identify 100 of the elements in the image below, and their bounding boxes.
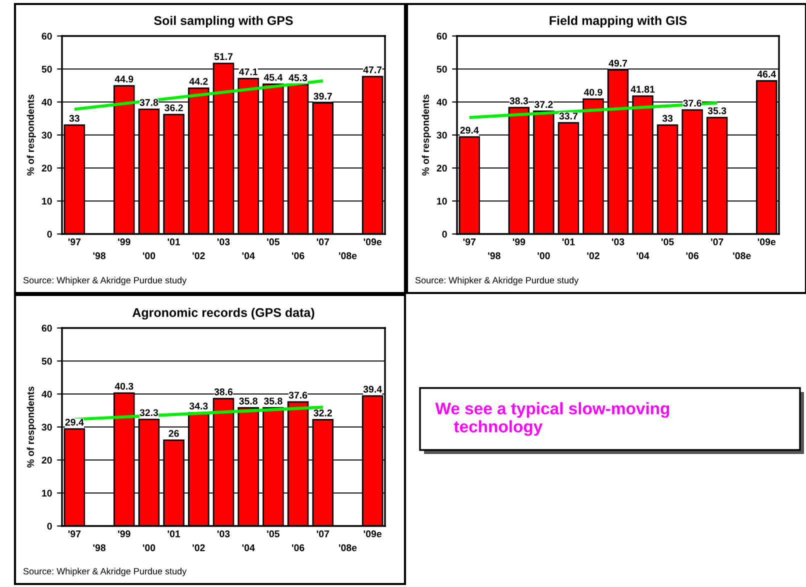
y-tick-label: 30 — [42, 132, 52, 139]
data-label: 45.4 — [264, 74, 283, 81]
x-tick-label: '09e — [364, 530, 382, 538]
chart-title: Agronomic records (GPS data) — [132, 308, 314, 320]
data-label: 51.7 — [214, 53, 233, 60]
data-label: 33.7 — [559, 112, 578, 120]
y-tick-label: 0 — [47, 522, 52, 530]
x-tick-label: '98 — [93, 544, 106, 552]
data-label: 47.1 — [239, 68, 258, 76]
x-tick-label: '99 — [118, 238, 130, 246]
x-tick-label: '07 — [711, 238, 724, 246]
x-tick-label: '07 — [316, 238, 330, 246]
y-tick-label: 20 — [42, 164, 52, 172]
y-tick-label: 20 — [42, 456, 52, 464]
x-tick-label: '97 — [68, 530, 81, 538]
y-tick-label: 20 — [436, 164, 447, 172]
x-tick-label: '02 — [192, 544, 205, 552]
data-label: 40.9 — [584, 88, 602, 96]
x-tick-label: '01 — [168, 238, 180, 246]
y-tick-label: 50 — [42, 66, 52, 73]
source-note: Source: Whipker & Akridge Purdue study — [23, 568, 187, 576]
data-label: 36.2 — [164, 104, 183, 112]
y-tick-label: 30 — [42, 424, 52, 431]
source-note: Source: Whipker & Akridge Purdue study — [23, 276, 187, 286]
x-tick-label: '00 — [142, 252, 156, 260]
data-label: 39.7 — [314, 92, 332, 100]
x-tick-label: '06 — [292, 252, 304, 260]
x-tick-label: '04 — [242, 544, 255, 552]
data-label: 35.3 — [708, 107, 726, 114]
data-label: 38.6 — [214, 388, 233, 396]
data-label: 32.3 — [140, 409, 158, 416]
x-tick-label: '98 — [93, 252, 106, 260]
data-label: 49.7 — [608, 60, 628, 67]
data-label: 40.3 — [114, 382, 134, 390]
x-tick-label: '00 — [142, 544, 156, 552]
data-label: 35.8 — [264, 398, 282, 405]
source-note: Source: Whipker & Akridge Purdue study — [415, 276, 579, 286]
y-tick-label: 40 — [42, 390, 52, 398]
x-tick-label: '01 — [562, 238, 575, 246]
y-tick-label: 50 — [42, 358, 52, 365]
data-label: 38.3 — [510, 97, 528, 104]
y-axis-title: % of respondents — [26, 386, 36, 468]
y-tick-label: 60 — [42, 324, 52, 332]
data-label: 33 — [69, 114, 80, 122]
x-tick-label: '07 — [316, 530, 330, 538]
y-axis-title: % of respondents — [422, 94, 431, 176]
y-tick-label: 40 — [42, 98, 52, 106]
x-tick-label: '09e — [758, 238, 776, 246]
y-tick-label: 10 — [42, 198, 52, 205]
x-tick-label: '05 — [267, 530, 280, 538]
x-tick-label: '02 — [192, 252, 205, 260]
x-tick-label: '03 — [217, 530, 230, 538]
x-tick-label: '97 — [463, 238, 476, 246]
chart-title: Field mapping with GIS — [550, 16, 687, 28]
data-label: 29.4 — [65, 418, 84, 426]
data-label: 32.2 — [314, 410, 332, 416]
y-tick-label: 40 — [436, 98, 447, 106]
data-label: 39.4 — [363, 386, 382, 393]
text: We see a typical slow-moving technology — [435, 402, 670, 436]
data-label: 29.4 — [460, 126, 479, 134]
x-tick-label: '06 — [686, 252, 699, 260]
x-tick-label: '06 — [292, 544, 304, 552]
x-tick-label: '02 — [587, 252, 600, 260]
data-label: 37.2 — [534, 101, 553, 108]
data-label: 44.2 — [189, 78, 208, 85]
x-tick-label: '99 — [512, 238, 526, 246]
x-tick-label: '98 — [488, 252, 500, 260]
data-label: 33 — [662, 114, 673, 122]
data-label: 37.6 — [288, 392, 308, 399]
x-tick-label: '00 — [538, 252, 550, 260]
x-tick-label: '08e — [733, 252, 751, 260]
x-tick-label: '08e — [338, 252, 357, 260]
x-tick-label: '04 — [242, 252, 255, 260]
x-tick-label: '01 — [168, 530, 180, 538]
y-tick-label: 60 — [436, 32, 447, 40]
x-tick-label: '05 — [267, 238, 280, 246]
data-label: 26 — [168, 430, 179, 437]
x-tick-label: '03 — [217, 238, 230, 246]
x-tick-label: '99 — [118, 530, 130, 538]
x-tick-label: '09e — [364, 238, 382, 246]
y-tick-label: 0 — [47, 230, 52, 238]
x-tick-label: '04 — [636, 252, 650, 260]
x-tick-label: '08e — [338, 544, 357, 552]
data-label: 37.8 — [140, 99, 158, 106]
data-label: 44.9 — [114, 76, 134, 83]
x-tick-label: '03 — [612, 238, 624, 246]
x-tick-label: '97 — [68, 238, 81, 246]
x-tick-label: '05 — [661, 238, 674, 246]
data-label: 45.3 — [288, 74, 308, 82]
data-label: 37.6 — [683, 100, 702, 107]
data-label: 41.81 — [630, 86, 655, 93]
y-tick-label: 0 — [442, 230, 447, 238]
y-tick-label: 50 — [436, 66, 447, 73]
data-label: 47.7 — [363, 66, 382, 74]
y-tick-label: 30 — [436, 132, 447, 139]
y-tick-label: 60 — [42, 32, 52, 40]
y-tick-label: 10 — [42, 490, 52, 497]
y-tick-label: 10 — [437, 198, 447, 205]
data-label: 35.8 — [239, 398, 258, 405]
chart-title: Soil sampling with GPS — [154, 16, 293, 28]
